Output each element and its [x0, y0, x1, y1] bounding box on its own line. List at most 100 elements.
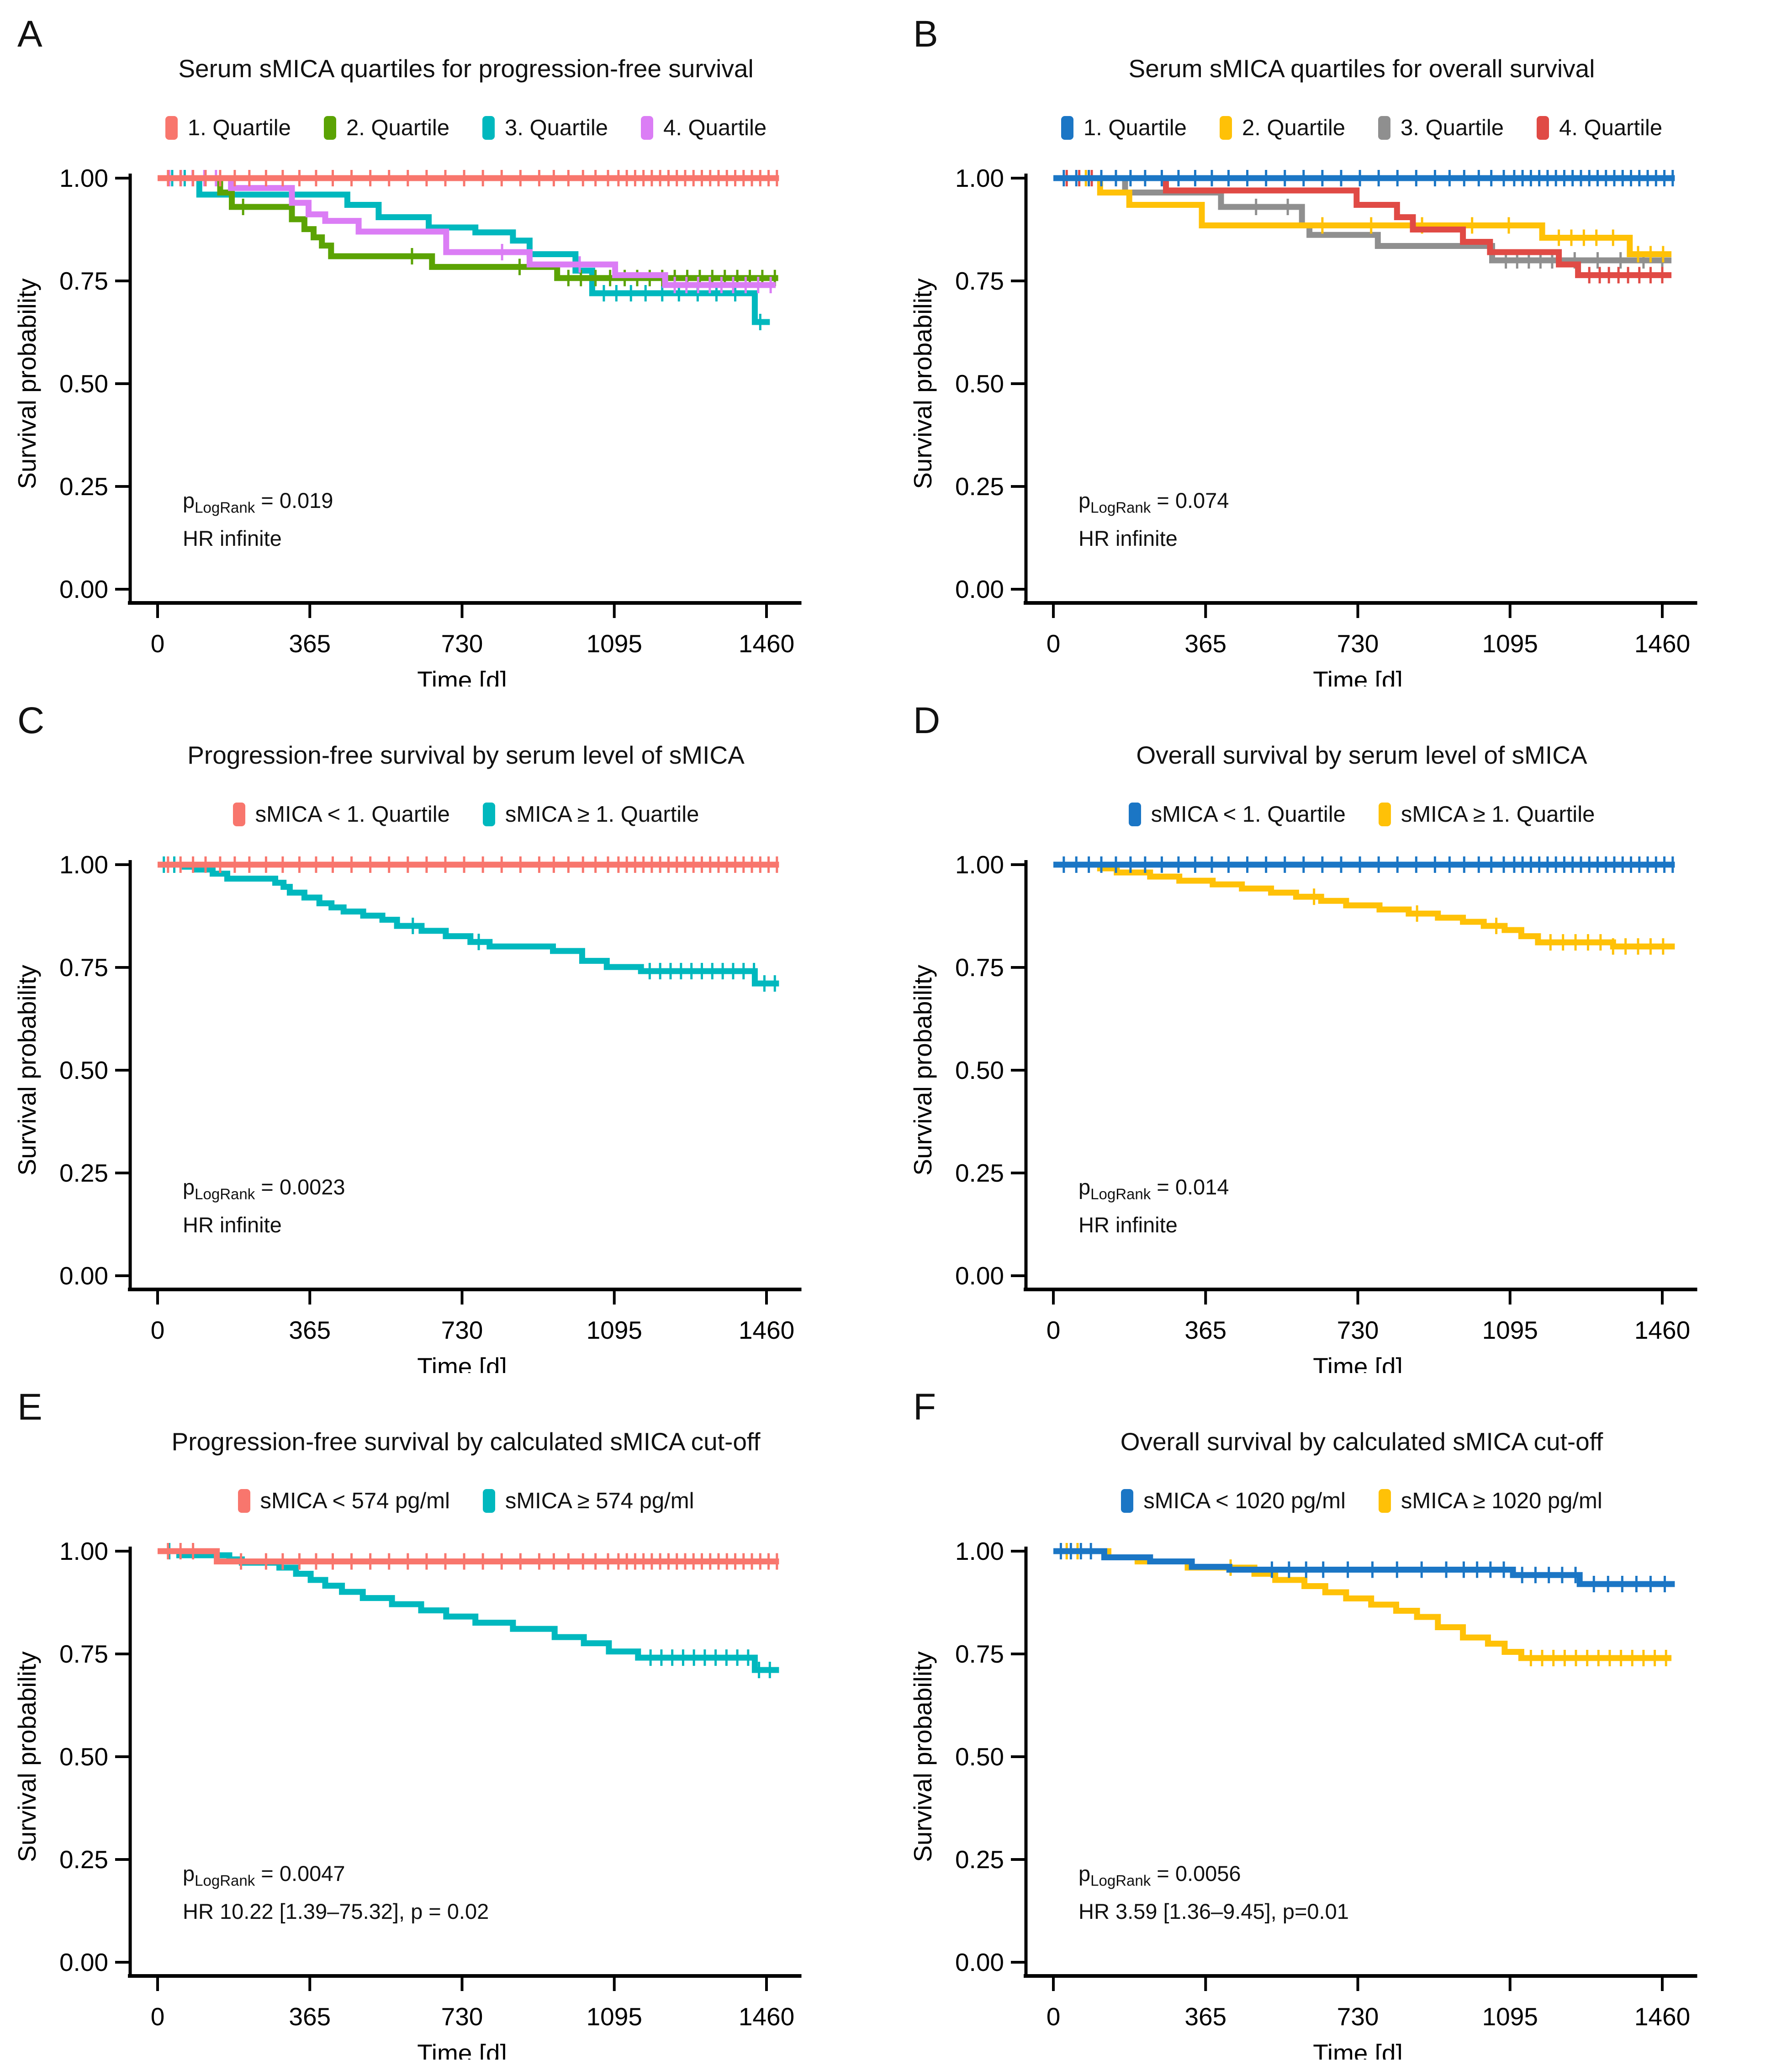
panel-title: Serum sMICA quartiles for overall surviv… [1128, 54, 1595, 83]
y-tick-label: 1.00 [955, 850, 1004, 879]
x-tick-label: 365 [1184, 2002, 1226, 2031]
panel-letter: F [913, 1386, 936, 1428]
km-curve [158, 861, 779, 987]
y-tick-label: 0.00 [59, 575, 108, 603]
legend-swatch-icon [165, 116, 178, 140]
x-tick-label: 730 [1337, 1316, 1379, 1344]
legend-item: 1. Quartile [165, 115, 291, 141]
legend-label: sMICA < 1. Quartile [1151, 802, 1346, 827]
panel-letter: A [17, 13, 42, 55]
panel-title: Progression-free survival by calculated … [171, 1427, 761, 1456]
y-tick-label: 1.00 [955, 164, 1004, 192]
y-tick-label: 0.75 [955, 267, 1004, 295]
km-panel-F: F Overall survival by calculated sMICA cu… [896, 1373, 1792, 2060]
logrank-p-line: pLogRank = 0.019 [183, 488, 333, 516]
x-tick-label: 1095 [587, 2002, 642, 2031]
legend-swatch-icon [641, 116, 654, 140]
x-axis-title: Time [d] [1313, 666, 1403, 687]
stats-annotation: pLogRank = 0.0023 HR infinite [183, 1172, 345, 1241]
legend-item: sMICA ≥ 1. Quartile [482, 802, 699, 827]
logrank-p-line: pLogRank = 0.0023 [183, 1175, 345, 1203]
legend-label: 2. Quartile [1242, 116, 1345, 140]
y-tick-label: 0.25 [59, 1845, 108, 1874]
x-tick-label: 365 [289, 1316, 331, 1344]
legend-item: sMICA ≥ 574 pg/ml [482, 1488, 694, 1514]
x-tick-label: 365 [1184, 1316, 1226, 1344]
panel-letter: D [913, 700, 941, 741]
y-axis-title: Survival probability [13, 278, 41, 489]
panel-title: Overall survival by calculated sMICA cut… [1120, 1427, 1603, 1456]
x-tick-label: 365 [289, 2002, 331, 2031]
legend-swatch-icon [1378, 803, 1391, 826]
stats-annotation: pLogRank = 0.019 HR infinite [183, 485, 333, 554]
km-curve [1053, 861, 1675, 950]
x-tick-label: 1460 [1634, 1316, 1690, 1344]
y-tick-label: 0.25 [955, 1845, 1004, 1874]
legend-swatch-icon [482, 116, 495, 140]
y-tick-label: 0.50 [59, 1056, 108, 1084]
km-panel-D: D Overall survival by serum level of sMIC… [896, 687, 1792, 1373]
x-axis-title: Time [d] [417, 1352, 507, 1373]
y-tick-label: 0.50 [955, 1743, 1004, 1771]
legend: sMICA < 1. Quartile sMICA ≥ 1. Quartile [82, 802, 850, 827]
x-tick-label: 0 [1047, 629, 1061, 658]
y-tick-label: 0.75 [955, 953, 1004, 982]
x-tick-label: 730 [1337, 2002, 1379, 2031]
y-tick-label: 0.75 [955, 1640, 1004, 1668]
km-plot: 1.00 0.75 0.50 0.25 0.00 0 365 730 1095 1460 Time … [13, 850, 802, 1373]
hazard-ratio-line: HR 10.22 [1.39–75.32], p = 0.02 [183, 1899, 489, 1924]
legend-label: 3. Quartile [505, 116, 608, 140]
legend-label: sMICA ≥ 574 pg/ml [505, 1489, 694, 1513]
km-curve [158, 175, 776, 288]
panel-letter: C [17, 700, 45, 741]
legend-label: sMICA ≥ 1020 pg/ml [1401, 1489, 1602, 1513]
y-tick-label: 0.00 [955, 575, 1004, 603]
legend-item: 1. Quartile [1061, 115, 1187, 141]
hazard-ratio-line: HR infinite [1078, 526, 1178, 551]
legend-swatch-icon [1061, 116, 1073, 140]
legend-swatch-icon [1378, 1489, 1391, 1513]
legend-swatch-icon [1537, 116, 1549, 140]
y-axis-title: Survival probability [13, 1651, 41, 1862]
y-tick-label: 0.50 [955, 1056, 1004, 1084]
x-tick-label: 0 [1047, 1316, 1061, 1344]
legend-swatch-icon [1378, 116, 1390, 140]
km-panel-C: C Progression-free survival by serum leve… [0, 687, 896, 1373]
y-tick-label: 0.00 [59, 1948, 108, 1976]
x-tick-label: 1095 [1482, 1316, 1538, 1344]
x-tick-label: 365 [289, 629, 331, 658]
legend-item: sMICA ≥ 1020 pg/ml [1378, 1488, 1602, 1514]
legend-label: 4. Quartile [663, 116, 767, 140]
logrank-p-line: pLogRank = 0.074 [1078, 488, 1229, 516]
km-plot: 1.00 0.75 0.50 0.25 0.00 0 365 730 1095 1460 Time … [909, 850, 1697, 1373]
legend: 1. Quartile 2. Quartile 3. Quartile 4. Quar… [82, 115, 850, 141]
km-plot: 1.00 0.75 0.50 0.25 0.00 0 365 730 1095 1460 Time … [909, 164, 1697, 687]
legend-swatch-icon [482, 803, 495, 826]
km-curve [1053, 1548, 1675, 1587]
legend-label: 3. Quartile [1401, 116, 1504, 140]
y-axis-title: Survival probability [909, 278, 937, 489]
legend-swatch-icon [323, 116, 336, 140]
y-tick-label: 0.75 [59, 1640, 108, 1668]
km-curve [1053, 1548, 1672, 1661]
panel-title: Overall survival by serum level of sMICA [1136, 741, 1587, 769]
x-tick-label: 1095 [1482, 629, 1538, 658]
y-tick-label: 0.25 [955, 1159, 1004, 1187]
stats-annotation: pLogRank = 0.0047 HR 10.22 [1.39–75.32], … [183, 1858, 489, 1927]
legend-label: sMICA < 1. Quartile [255, 802, 450, 827]
hazard-ratio-line: HR infinite [183, 526, 282, 551]
legend-swatch-icon [482, 1489, 495, 1513]
legend-item: sMICA < 1020 pg/ml [1121, 1488, 1346, 1514]
x-axis-title: Time [d] [417, 666, 507, 687]
km-curve [1053, 175, 1672, 264]
x-tick-label: 365 [1184, 629, 1226, 658]
y-tick-label: 0.00 [955, 1262, 1004, 1290]
legend-swatch-icon [238, 1489, 250, 1513]
legend-item: 3. Quartile [1378, 115, 1504, 141]
y-tick-label: 0.00 [955, 1948, 1004, 1976]
legend-item: 2. Quartile [1219, 115, 1345, 141]
y-tick-label: 0.50 [955, 370, 1004, 398]
legend-item: sMICA < 574 pg/ml [238, 1488, 450, 1514]
x-tick-label: 1460 [739, 2002, 794, 2031]
km-panel-E: E Progression-free survival by calculated… [0, 1373, 896, 2060]
